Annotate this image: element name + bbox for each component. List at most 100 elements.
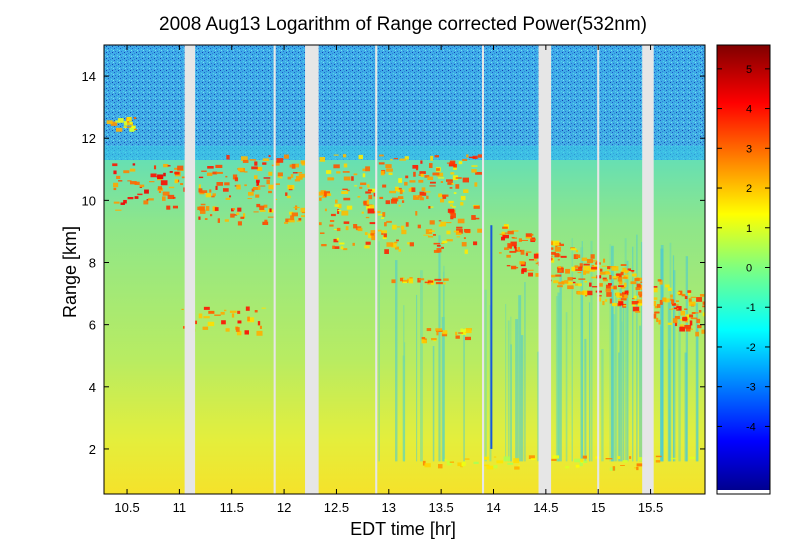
cloud-pixel — [399, 277, 403, 282]
data-gap — [597, 45, 600, 494]
cloud-pixel — [113, 182, 119, 188]
cloud-pixel — [456, 229, 463, 234]
cloud-pixel — [623, 305, 627, 307]
cloud-pixel — [274, 198, 278, 201]
cloud-pixel — [172, 205, 178, 209]
attenuation-streak — [515, 319, 519, 462]
cloud-pixel — [367, 184, 370, 188]
cloud-pixel — [635, 310, 641, 313]
cloud-pixel — [517, 247, 520, 252]
cloud-pixel — [341, 191, 349, 195]
cloud-pixel — [420, 160, 423, 164]
cloud-pixel — [555, 245, 558, 247]
cloud-pixel — [440, 221, 446, 227]
cloud-pixel — [276, 158, 284, 163]
cloud-pixel — [385, 164, 392, 169]
cloud-pixel — [671, 299, 675, 305]
cloud-pixel — [528, 272, 534, 277]
y-tick-label: 10 — [82, 193, 96, 208]
cloud-pixel — [127, 196, 134, 200]
cloud-pixel — [514, 466, 520, 470]
cloud-pixel — [616, 295, 623, 298]
cloud-pixel — [405, 222, 409, 227]
cloud-pixel — [549, 241, 554, 246]
cloud-pixel — [577, 291, 584, 295]
cloud-pixel — [627, 268, 632, 271]
cloud-pixel — [269, 208, 272, 213]
attenuation-streak — [618, 352, 620, 462]
cloud-pixel — [631, 273, 637, 277]
cloud-pixel — [321, 244, 327, 247]
cloud-pixel — [436, 331, 439, 336]
cloud-pixel — [565, 268, 570, 274]
data-gap — [481, 45, 485, 494]
cloud-pixel — [635, 287, 640, 291]
cloud-pixel — [418, 179, 424, 183]
attenuation-streak — [463, 328, 465, 462]
cloud-pixel — [292, 172, 298, 174]
cloud-pixel — [162, 191, 170, 196]
cloud-pixel — [688, 456, 696, 459]
cloud-pixel — [413, 171, 416, 177]
cloud-pixel — [214, 314, 221, 316]
cloud-pixel — [290, 174, 294, 178]
cloud-pixel — [461, 330, 467, 335]
cloud-pixel — [236, 212, 240, 215]
cloud-pixel — [225, 328, 230, 332]
cloud-pixel — [610, 286, 615, 289]
cloud-pixel — [409, 242, 414, 247]
cloud-pixel — [455, 335, 460, 339]
cloud-pixel — [271, 164, 274, 167]
cloud-pixel — [365, 241, 371, 245]
cloud-pixel — [436, 248, 442, 253]
cloud-pixel — [679, 325, 684, 327]
cloud-pixel — [612, 466, 616, 471]
cloud-pixel — [674, 322, 678, 327]
cloud-pixel — [259, 205, 265, 210]
cloud-pixel — [217, 218, 220, 223]
cloud-pixel — [557, 259, 560, 261]
cloud-pixel — [226, 154, 230, 160]
cloud-pixel — [244, 171, 248, 173]
cloud-pixel — [333, 154, 339, 156]
attenuation-streak — [403, 342, 406, 462]
cloud-pixel — [214, 207, 219, 211]
cloud-pixel — [636, 299, 643, 305]
cloud-pixel — [531, 233, 534, 236]
attenuation-streak — [484, 289, 487, 462]
cloud-pixel — [455, 232, 462, 236]
cloud-pixel — [447, 182, 453, 185]
cloud-pixel — [575, 268, 583, 272]
cloud-pixel — [637, 303, 643, 306]
cloud-pixel — [450, 213, 456, 219]
cloud-pixel — [369, 204, 375, 210]
cloud-pixel — [451, 183, 454, 185]
cloud-pixel — [462, 158, 468, 161]
cloud-pixel — [429, 185, 436, 187]
cloud-pixel — [220, 311, 225, 315]
cloud-pixel — [146, 199, 149, 201]
cloud-pixel — [261, 307, 266, 309]
cloud-pixel — [513, 458, 520, 464]
cloud-pixel — [506, 265, 511, 267]
cloud-pixel — [207, 166, 214, 169]
cloud-pixel — [465, 336, 471, 341]
cloud-pixel — [212, 206, 217, 212]
cloud-pixel — [342, 188, 348, 191]
gap-layer — [184, 45, 654, 494]
cloud-pixel — [416, 195, 419, 197]
cloud-pixel — [205, 193, 212, 198]
cloud-pixel — [605, 284, 611, 289]
cloud-pixel — [354, 185, 358, 187]
cloud-pixel — [256, 330, 263, 336]
x-tick-label: 11.5 — [220, 500, 244, 515]
attenuation-streak — [395, 260, 398, 462]
cloud-pixel — [526, 251, 532, 253]
cloud-pixel — [446, 222, 452, 224]
cloud-pixel — [342, 171, 350, 173]
attenuation-streak — [510, 344, 512, 462]
cloud-pixel — [691, 312, 696, 314]
cloud-pixel — [455, 177, 462, 179]
cloud-pixel — [144, 189, 149, 194]
cloud-pixel — [401, 277, 405, 280]
